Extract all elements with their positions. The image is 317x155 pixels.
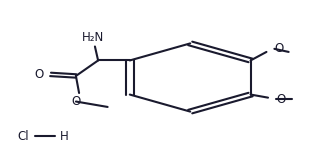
Text: Cl: Cl xyxy=(17,130,29,143)
Text: O: O xyxy=(35,68,44,81)
Text: H: H xyxy=(60,130,69,143)
Text: O: O xyxy=(275,42,284,55)
Text: O: O xyxy=(276,93,285,106)
Text: O: O xyxy=(71,95,81,108)
Text: H₂N: H₂N xyxy=(82,31,105,44)
